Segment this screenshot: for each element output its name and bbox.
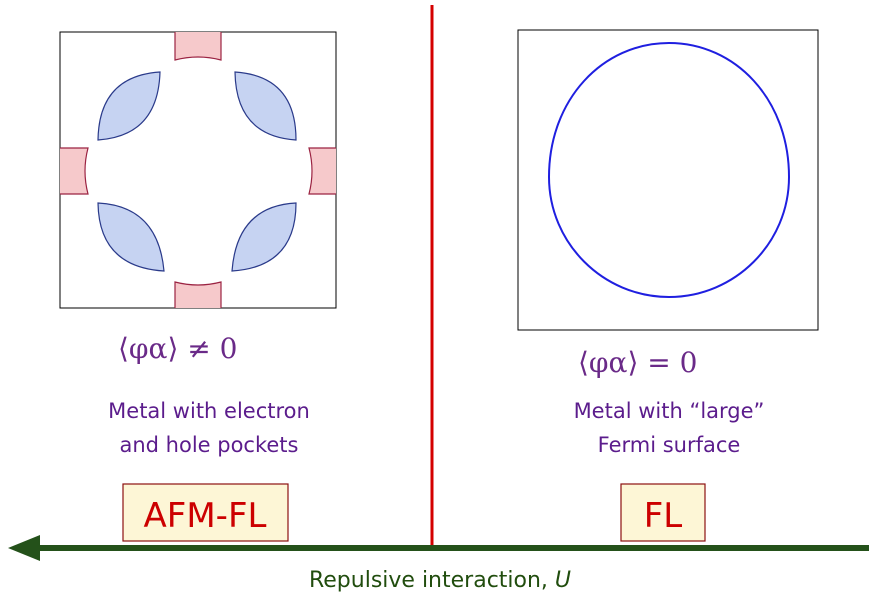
electron-pocket-bottom-left [97, 202, 165, 272]
hole-pocket-top [174, 32, 222, 61]
right-zone-frame [517, 29, 819, 331]
afm-fl-label-box [122, 483, 289, 542]
electron-pocket-bottom-right [231, 202, 297, 272]
hole-pocket-bottom [174, 281, 222, 308]
hole-pocket-left [60, 147, 89, 195]
right-brillouin-zone [517, 29, 819, 331]
afm-fl-label: AFM-FL [144, 496, 267, 536]
axis-label: Repulsive interaction, U [309, 568, 571, 593]
left-description-line1: Metal with electron [108, 399, 310, 423]
electron-pocket-top-left [97, 71, 161, 141]
electron-pocket-top-right [234, 71, 297, 141]
hole-pocket-right [308, 147, 336, 195]
right-description-line1: Metal with “large” [574, 399, 765, 423]
fl-label: FL [644, 496, 683, 536]
right-order-parameter: ⟨φα⟩ = 0 [578, 346, 697, 379]
right-description-line2: Fermi surface [598, 433, 741, 457]
axis-label-text: Repulsive interaction, [309, 568, 555, 593]
fl-label-box [620, 483, 706, 542]
left-order-parameter: ⟨φα⟩ ≠ 0 [118, 332, 237, 365]
left-zone-frame [59, 31, 337, 309]
axis-arrowhead-icon [8, 535, 40, 561]
axis-label-variable: U [555, 568, 571, 593]
left-brillouin-zone [59, 31, 337, 309]
left-description-line2: and hole pockets [119, 433, 298, 457]
large-fermi-surface [547, 41, 791, 299]
